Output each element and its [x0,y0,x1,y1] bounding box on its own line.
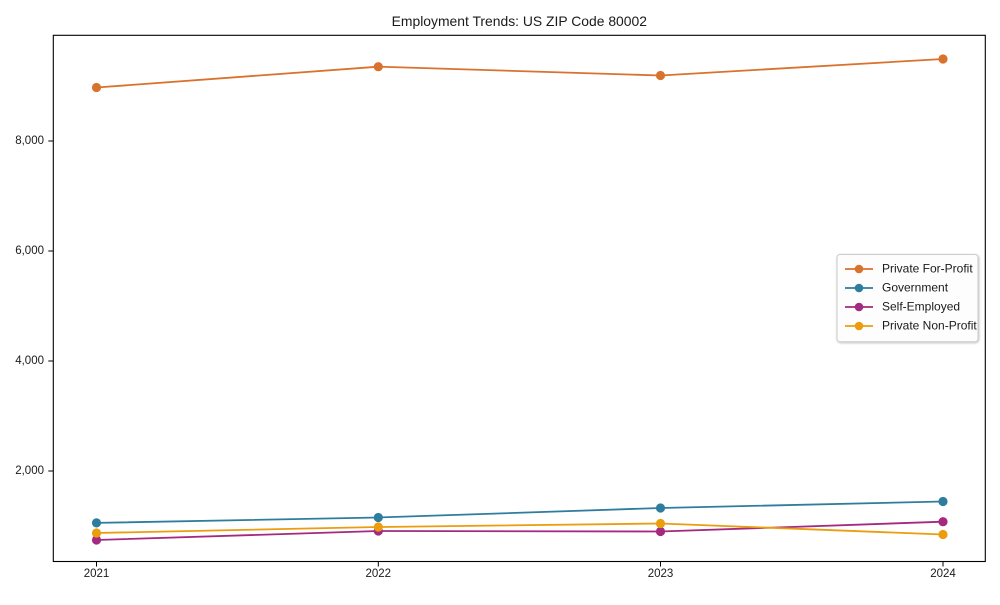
svg-text:Self-Employed: Self-Employed [882,300,960,314]
svg-text:Private For-Profit: Private For-Profit [882,262,973,276]
svg-text:Government: Government [882,281,949,295]
svg-text:Private Non-Profit: Private Non-Profit [882,319,977,333]
